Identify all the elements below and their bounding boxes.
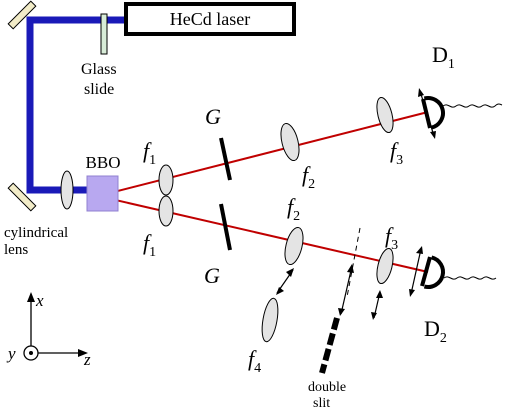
d2-translation-arrow (410, 248, 422, 295)
top-mirror (7, 0, 37, 30)
cylindrical-lens-label-line2: lens (4, 242, 28, 258)
f2-lower-lens (284, 226, 304, 266)
f3-upper-label: f3 (390, 138, 403, 168)
lower-beam (97, 195, 429, 273)
cylindrical-lens-label-line1: cylindrical (4, 225, 68, 241)
bbo-label: BBO (86, 153, 121, 172)
d1-cable (442, 103, 503, 108)
double-slit-mask (319, 317, 340, 374)
photon-beams (97, 111, 429, 273)
d2-face (420, 256, 432, 287)
hecd-laser: HeCd laser (124, 2, 296, 36)
d2-housing (423, 255, 445, 289)
x-axis-label: x (35, 291, 44, 310)
f3-upper-lens (376, 96, 394, 134)
coordinate-axes: x y z (6, 291, 91, 369)
bottom-mirror (7, 182, 37, 212)
f3-lower-translation-arrow (371, 290, 383, 320)
d1-translation-arrow (419, 90, 435, 137)
g-lower-label: G (204, 263, 220, 288)
double-slit-label-line1: double (308, 380, 346, 395)
double-slit-translation-arrow (340, 265, 353, 315)
y-axis-label: y (6, 344, 16, 363)
f1-upper-lens (158, 164, 174, 196)
f1-lower-label: f1 (143, 230, 156, 260)
d1-housing (423, 96, 445, 130)
bbo-crystal (86, 175, 119, 212)
f3-lower-label: f3 (385, 223, 398, 253)
f2-lower-label: f2 (287, 194, 300, 224)
upper-beam (97, 111, 429, 197)
detector-d2: D2 (409, 246, 497, 346)
f2-upper-label: f2 (302, 162, 315, 192)
f4-lens (261, 297, 279, 343)
f2-upper-lens (280, 122, 300, 162)
f3-lower-lens (376, 247, 394, 285)
cylindrical-lens (60, 170, 74, 210)
d1-label: D1 (432, 42, 455, 72)
laser-body (124, 2, 296, 36)
f1-lower-lens (158, 195, 174, 227)
double-slit-label-line2: slit (313, 396, 330, 410)
g-upper-aperture (219, 137, 232, 181)
f4-label: f4 (248, 346, 261, 376)
g-lower-aperture (219, 203, 232, 251)
d2-cable (443, 276, 497, 280)
detector-d1: D1 (418, 42, 503, 139)
glass-slide-label-line2: slide (84, 81, 114, 98)
z-axis-label: z (83, 350, 91, 369)
double-slit-plane (346, 227, 361, 298)
double-slit: double slit (308, 227, 361, 410)
d2-label: D2 (424, 316, 447, 346)
laser-label: HeCd laser (170, 9, 250, 29)
f1-upper-label: f1 (143, 138, 156, 168)
g-upper-label: G (205, 104, 221, 129)
glass-slide-label-line1: Glass (81, 61, 117, 78)
glass-slide (100, 13, 108, 55)
f4-translation-arrow (276, 268, 294, 295)
